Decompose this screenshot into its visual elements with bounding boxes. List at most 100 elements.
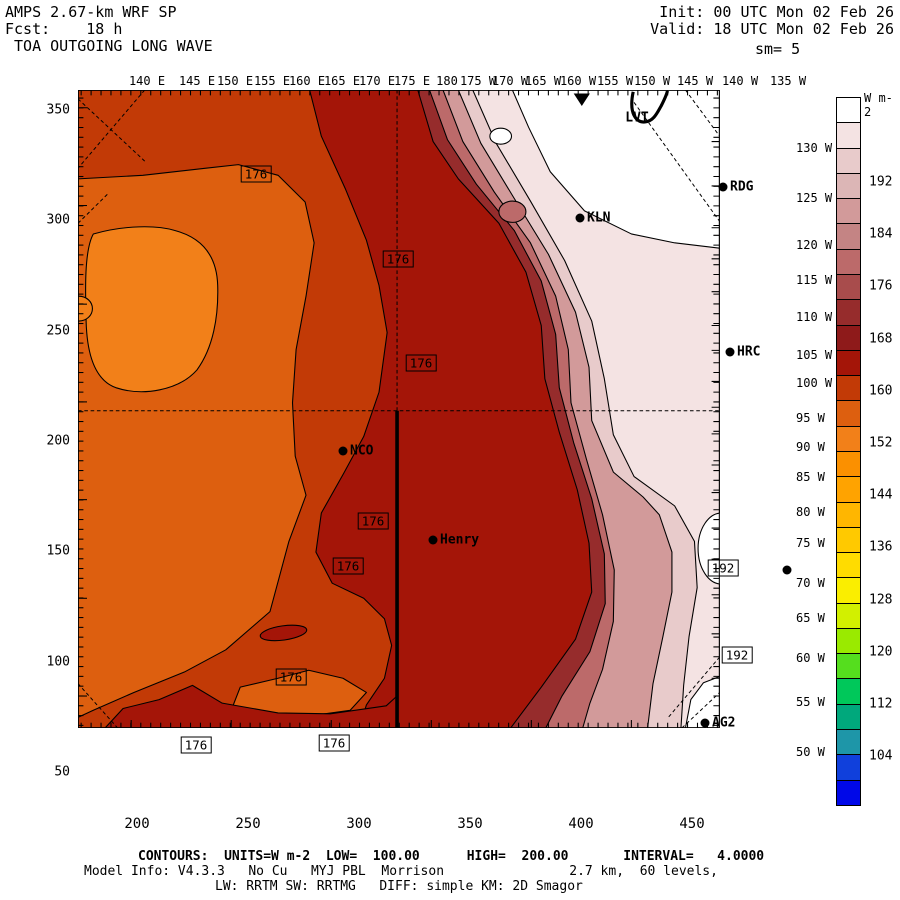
colorbar-segment — [837, 147, 860, 173]
right-edge-longitude-label: 110 W — [796, 310, 833, 324]
colorbar-segment — [837, 526, 860, 553]
model-header-right: Init: 00 UTC Mon 02 Feb 26 Valid: 18 UTC… — [650, 4, 894, 38]
colorbar-tick-label: 136 — [869, 539, 893, 555]
top-axis-tick-label: 180 — [436, 74, 458, 88]
left-axis-tick-label: 100 — [46, 654, 70, 670]
bottom-axis-tick-label: 450 — [679, 816, 705, 832]
contour-value-label: 176 — [180, 736, 212, 754]
colorbar-segment — [837, 198, 860, 224]
contour-value-label: 176 — [332, 557, 364, 575]
bottom-axis-tick-label: 350 — [457, 816, 483, 832]
field-title: TOA OUTGOING LONG WAVE — [5, 37, 213, 55]
right-edge-longitude-label: 65 W — [796, 611, 825, 625]
band-white — [511, 90, 720, 249]
colorbar-segment — [837, 172, 860, 199]
top-axis-tick-label: 155 W — [596, 74, 634, 88]
right-edge-longitude-label: 80 W — [796, 505, 825, 519]
top-axis-tick-label: 170 W — [491, 74, 529, 88]
right-edge-longitude-label: 95 W — [796, 411, 825, 425]
colorbar-segment — [837, 627, 860, 654]
smoothing-label: sm= 5 — [755, 40, 801, 58]
left-axis-tick-label: 50 — [54, 764, 70, 780]
colorbar-tick-label: 176 — [869, 278, 893, 294]
right-edge-longitude-label: 90 W — [796, 440, 825, 454]
right-edge-longitude-label: 50 W — [796, 745, 825, 759]
top-axis-tick-label: 160 W — [559, 74, 597, 88]
station-marker-lvt-triangle — [573, 93, 590, 106]
contour-value-label: 176 — [275, 668, 307, 686]
colorbar-tick-label: 128 — [869, 592, 893, 608]
station-dot — [782, 565, 792, 575]
contour-map — [78, 90, 790, 808]
contour-value-label: 192 — [721, 646, 753, 664]
top-axis-tick-label: 150 E — [216, 74, 254, 88]
top-axis-tick-label: 160 E — [288, 74, 326, 88]
colorbar-segment — [837, 754, 860, 780]
colorbar-segment — [837, 375, 860, 401]
contour-info-line: CONTOURS: UNITS=W m-2 LOW= 100.00 HIGH= … — [138, 849, 765, 864]
coastline — [630, 90, 669, 124]
contour-value-label: 192 — [707, 559, 739, 577]
colorbar-segment — [837, 223, 860, 249]
bottom-axis-tick-label: 250 — [235, 816, 261, 832]
colorbar-segment — [837, 602, 860, 628]
right-edge-longitude-label: 125 W — [796, 191, 833, 205]
station-dot — [718, 182, 728, 192]
colorbar-segment — [837, 729, 860, 755]
top-axis-tick-label: 150 W — [633, 74, 671, 88]
model-title: AMPS 2.67-km WRF SP — [5, 3, 177, 21]
colorbar-segment — [837, 349, 860, 376]
colorbar-segment — [837, 450, 860, 477]
forecast-hour: Fcst: 18 h — [5, 20, 123, 38]
contour-value-label: 176 — [405, 354, 437, 372]
colorbar-segment — [837, 552, 860, 578]
bottom-axis-tick-label: 200 — [124, 816, 150, 832]
top-axis-tick-label: 165 W — [524, 74, 562, 88]
colorbar — [836, 97, 861, 806]
right-edge-longitude-label: 100 W — [796, 376, 833, 390]
top-axis-tick-label: 175 E — [393, 74, 431, 88]
station-label: RDG — [730, 179, 754, 195]
station-label: Henry — [440, 532, 480, 548]
station-label: KLN — [587, 210, 611, 226]
right-edge-longitude-label: 130 W — [796, 141, 833, 155]
colorbar-segment — [837, 653, 860, 679]
left-axis-tick-label: 200 — [46, 433, 70, 449]
right-edge-longitude-label: 55 W — [796, 695, 825, 709]
right-edge-longitude-label: 75 W — [796, 536, 825, 550]
station-label: NCO — [350, 443, 374, 459]
top-axis-tick-label: 145 W — [676, 74, 714, 88]
top-axis-tick-label: 135 W — [769, 74, 807, 88]
colorbar-unit-label: W m-2 — [864, 91, 893, 119]
colorbar-tick-label: 144 — [869, 487, 893, 503]
colorbar-tick-label: 104 — [869, 748, 893, 764]
white-blob-right — [697, 512, 720, 585]
left-axis-tick-label: 350 — [46, 102, 70, 118]
right-edge-longitude-label: 60 W — [796, 651, 825, 665]
top-axis-tick-label: 170 E — [358, 74, 396, 88]
colorbar-tick-label: 168 — [869, 331, 893, 347]
station-label: HRC — [737, 344, 761, 360]
station-label: LVT — [625, 110, 649, 126]
colorbar-segment — [837, 273, 860, 300]
contour-value-label: 176 — [240, 165, 272, 183]
colorbar-segment — [837, 122, 860, 148]
right-edge-longitude-label: 85 W — [796, 470, 825, 484]
station-dot — [575, 213, 585, 223]
colorbar-tick-label: 112 — [869, 696, 893, 712]
olr-contour-field — [78, 90, 720, 729]
dark-red-blob — [259, 624, 308, 642]
station-dot — [338, 446, 348, 456]
axis-ticks — [78, 90, 720, 729]
contour-value-label: 176 — [382, 250, 414, 268]
physics-info-line: LW: RRTM SW: RRTMG DIFF: simple KM: 2D S… — [215, 879, 583, 894]
top-axis-tick-label: 140 W — [721, 74, 759, 88]
station-dot — [428, 535, 438, 545]
init-time: Init: 00 UTC Mon 02 Feb 26 — [659, 3, 894, 21]
colorbar-tick-label: 184 — [869, 226, 893, 242]
colorbar-segment — [837, 476, 860, 502]
colorbar-tick-label: 120 — [869, 644, 893, 660]
top-axis-tick-label: 140 E — [128, 74, 166, 88]
bottom-axis-tick-label: 300 — [346, 816, 372, 832]
